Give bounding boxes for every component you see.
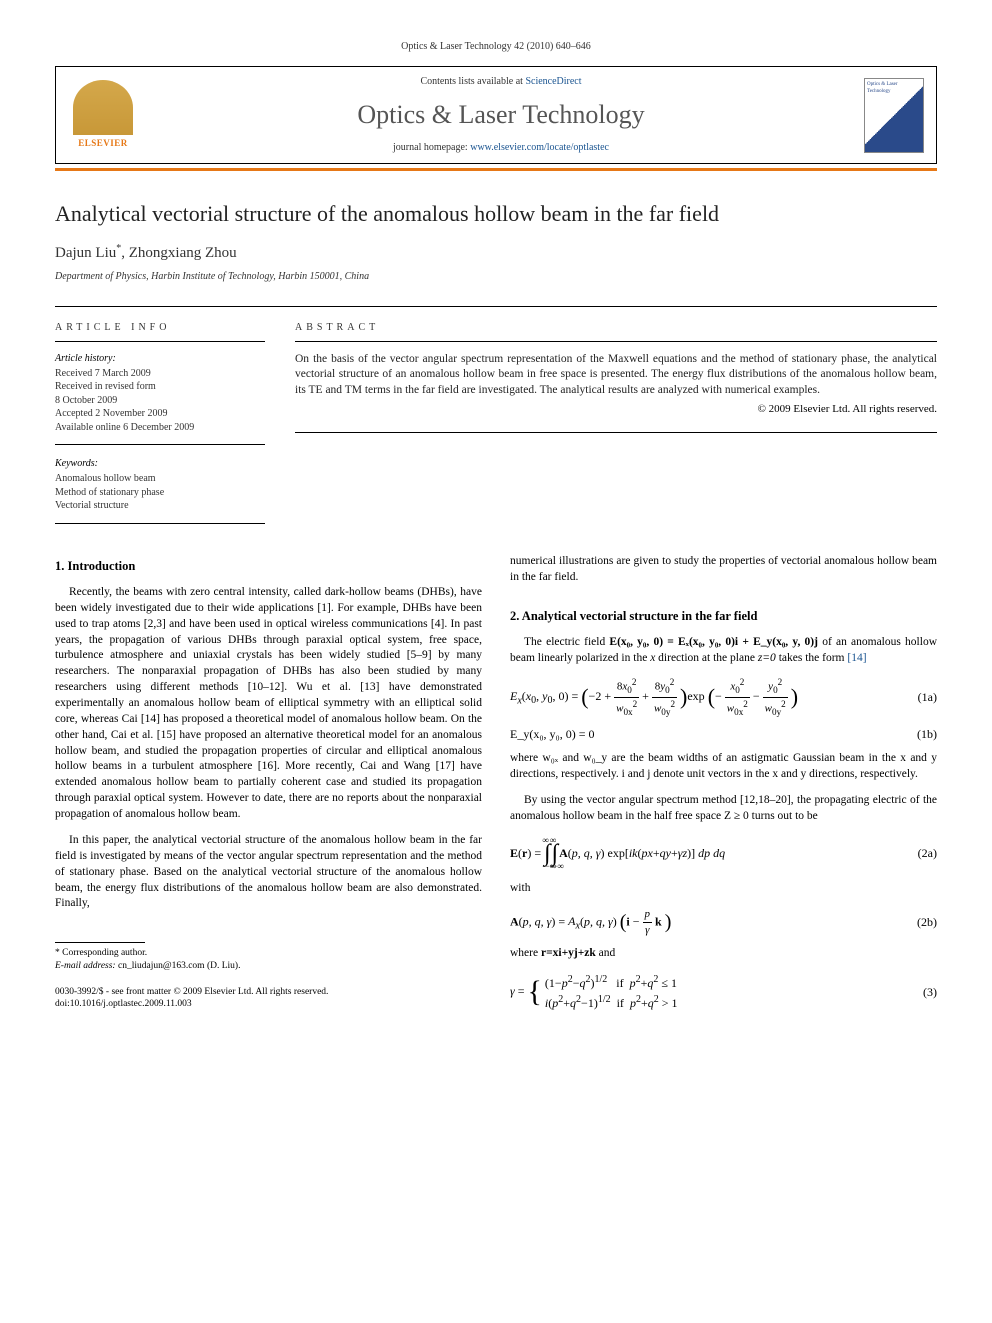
with-label: with xyxy=(510,881,937,897)
sec2-paragraph-3: By using the vector angular spectrum met… xyxy=(510,793,937,825)
homepage-prefix: journal homepage: xyxy=(393,142,470,153)
history-label: Article history: xyxy=(55,352,265,366)
equation-1a: Ex(x0, y0, 0) = (−2 + 8x02w0x2 + 8y02w0y… xyxy=(510,676,937,718)
equation-2a-num: (2a) xyxy=(897,845,937,862)
equation-1a-body: Ex(x0, y0, 0) = (−2 + 8x02w0x2 + 8y02w0y… xyxy=(510,676,897,718)
elsevier-label: ELSEVIER xyxy=(78,137,128,150)
footnote-separator xyxy=(55,942,145,943)
journal-cover-thumb: Optics & Laser Technology xyxy=(864,78,924,153)
elsevier-tree-icon xyxy=(73,80,133,135)
doi-line: doi:10.1016/j.optlastec.2009.11.003 xyxy=(55,998,482,1010)
equation-1b-body: E_y(x₀, y₀, 0) = 0 xyxy=(510,726,897,743)
intro-paragraph-2: In this paper, the analytical vectorial … xyxy=(55,833,482,912)
equation-3: γ = { (1−p2−q2)1/2 if p2+q2 ≤ 1 i(p2+q2−… xyxy=(510,972,937,1012)
section-2-heading: 2. Analytical vectorial structure in the… xyxy=(510,608,937,625)
equation-2b: A(p, q, γ) = Ax(p, q, γ) (i − pγ k ) (2b… xyxy=(510,907,937,938)
equation-3-num: (3) xyxy=(897,984,937,1001)
equation-2b-num: (2b) xyxy=(897,914,937,931)
sec2-p1-d: takes the form xyxy=(776,652,848,664)
contents-prefix: Contents lists available at xyxy=(420,76,525,87)
thumb-label: Optics & Laser Technology xyxy=(867,82,898,94)
corresponding-footnote: * Corresponding author. xyxy=(55,947,482,959)
sec2-p4-a: where xyxy=(510,947,541,959)
sciencedirect-link[interactable]: ScienceDirect xyxy=(525,76,581,87)
equation-2a: E(r) = ∫−∞∞ ∫−∞∞ A(p, q, γ) exp[ik(px+qy… xyxy=(510,834,937,872)
sec2-p1-a: The electric field xyxy=(524,636,609,648)
keyword-item: Vectorial structure xyxy=(55,499,265,513)
journal-center: Contents lists available at ScienceDirec… xyxy=(150,75,852,155)
sec2-p4-b: r=xi+yj+zk xyxy=(541,947,596,959)
running-header: Optics & Laser Technology 42 (2010) 640–… xyxy=(55,40,937,54)
abstract-col: ABSTRACT On the basis of the vector angu… xyxy=(285,307,937,524)
abstract-copyright: © 2009 Elsevier Ltd. All rights reserved… xyxy=(295,402,937,417)
equation-1b: E_y(x₀, y₀, 0) = 0 (1b) xyxy=(510,726,937,743)
intro-paragraph-1: Recently, the beams with zero central in… xyxy=(55,585,482,823)
sec2-paragraph-1: The electric field E(x₀, y₀, 0) = Eₓ(x₀,… xyxy=(510,635,937,667)
contents-line: Contents lists available at ScienceDirec… xyxy=(150,75,852,89)
history-item: 8 October 2009 xyxy=(55,394,265,408)
equation-2a-body: E(r) = ∫−∞∞ ∫−∞∞ A(p, q, γ) exp[ik(px+qy… xyxy=(510,834,897,872)
equation-2b-body: A(p, q, γ) = Ax(p, q, γ) (i − pγ k ) xyxy=(510,907,897,938)
history-item: Available online 6 December 2009 xyxy=(55,421,265,435)
article-title: Analytical vectorial structure of the an… xyxy=(55,201,937,227)
info-divider xyxy=(55,444,265,445)
abstract-divider xyxy=(295,432,937,433)
keyword-item: Method of stationary phase xyxy=(55,486,265,500)
equation-1a-num: (1a) xyxy=(897,689,937,706)
sec2-paragraph-4: where r=xi+yj+zk and xyxy=(510,946,937,962)
abstract-text: On the basis of the vector angular spect… xyxy=(295,352,937,399)
section-1-heading: 1. Introduction xyxy=(55,558,482,575)
author-2: Zhongxiang Zhou xyxy=(129,245,237,261)
ref-14-link[interactable]: [14] xyxy=(847,652,866,664)
sec2-p1-z0: z=0 xyxy=(758,652,776,664)
sec2-p1-eq: E(x₀, y₀, 0) = Eₓ(x₀, y₀, 0)i + E_y(x₀, … xyxy=(609,636,818,648)
email-label: E-mail address: xyxy=(55,961,118,971)
affiliation: Department of Physics, Harbin Institute … xyxy=(55,270,937,284)
elsevier-logo: ELSEVIER xyxy=(68,75,138,155)
left-column: 1. Introduction Recently, the beams with… xyxy=(55,554,482,1020)
article-info-label: ARTICLE INFO xyxy=(55,321,265,342)
author-separator: , xyxy=(121,245,129,261)
journal-header-box: ELSEVIER Contents lists available at Sci… xyxy=(55,66,937,164)
sec2-paragraph-2: where w₀ₓ and w₀_y are the beam widths o… xyxy=(510,751,937,783)
col2-continuation: numerical illustrations are given to stu… xyxy=(510,554,937,586)
history-item: Received in revised form xyxy=(55,380,265,394)
orange-divider xyxy=(55,168,937,171)
email-footnote: E-mail address: cn_liudajun@163.com (D. … xyxy=(55,960,482,972)
keyword-item: Anomalous hollow beam xyxy=(55,472,265,486)
history-item: Received 7 March 2009 xyxy=(55,367,265,381)
author-list: Dajun Liu*, Zhongxiang Zhou xyxy=(55,242,937,264)
author-1: Dajun Liu xyxy=(55,245,116,261)
info-divider xyxy=(55,523,265,524)
journal-title: Optics & Laser Technology xyxy=(150,97,852,133)
info-abstract-row: ARTICLE INFO Article history: Received 7… xyxy=(55,306,937,524)
right-column: numerical illustrations are given to stu… xyxy=(510,554,937,1020)
equation-1b-num: (1b) xyxy=(897,726,937,743)
journal-homepage: journal homepage: www.elsevier.com/locat… xyxy=(150,141,852,155)
equation-3-body: γ = { (1−p2−q2)1/2 if p2+q2 ≤ 1 i(p2+q2−… xyxy=(510,972,897,1012)
email-address: cn_liudajun@163.com (D. Liu). xyxy=(118,961,240,971)
body-columns: 1. Introduction Recently, the beams with… xyxy=(55,554,937,1020)
abstract-label: ABSTRACT xyxy=(295,321,937,342)
keywords-label: Keywords: xyxy=(55,457,265,471)
article-info-col: ARTICLE INFO Article history: Received 7… xyxy=(55,307,285,524)
sec2-p4-c: and xyxy=(596,947,615,959)
history-item: Accepted 2 November 2009 xyxy=(55,407,265,421)
front-matter-line: 0030-3992/$ - see front matter © 2009 El… xyxy=(55,986,482,998)
homepage-link[interactable]: www.elsevier.com/locate/optlastec xyxy=(470,142,609,153)
sec2-p1-c: direction at the plane xyxy=(655,652,758,664)
